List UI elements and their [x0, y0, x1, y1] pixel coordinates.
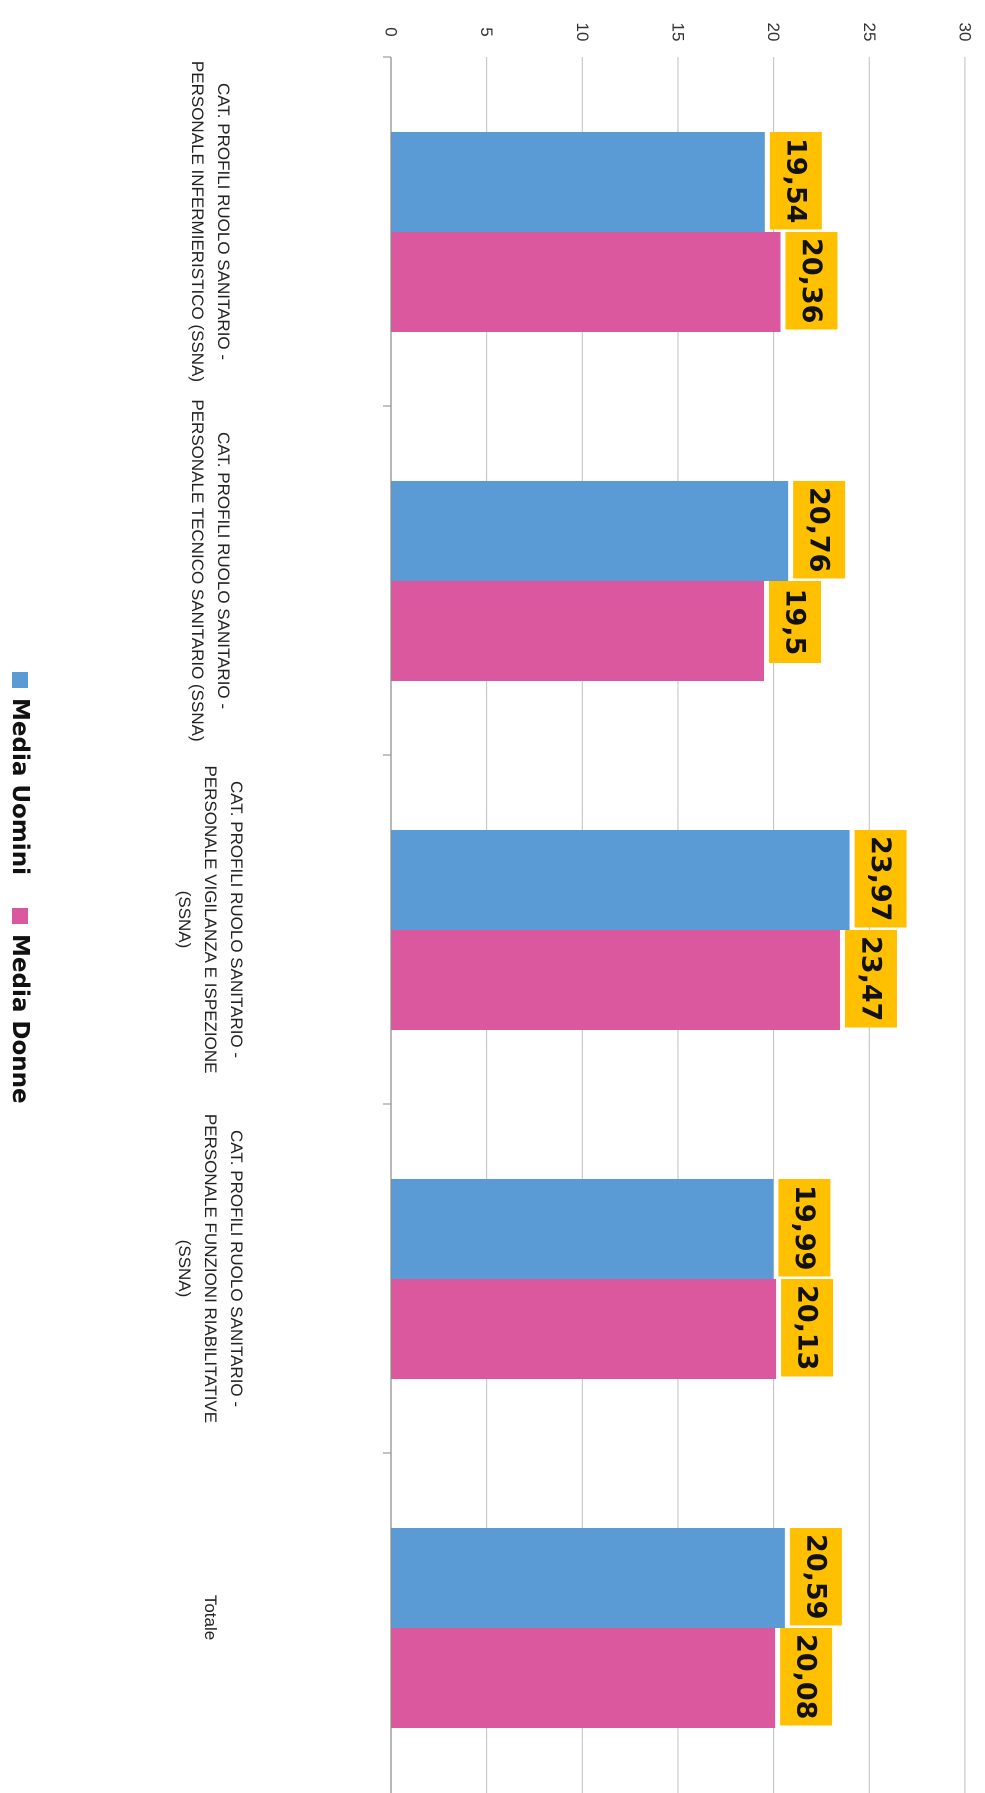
data-label-box: [778, 1179, 831, 1277]
tick-label: 10: [573, 23, 592, 42]
bar: [391, 830, 850, 930]
data-label-box: [854, 830, 907, 928]
axis: [383, 56, 392, 1793]
data-label: 20,59: [800, 1534, 831, 1619]
category-label: CAT. PROFILI RUOLO SANITARIO -PERSONALE …: [175, 1114, 246, 1423]
tick-label: 30: [955, 23, 974, 42]
data-labels: 19,54 20,36 20,76 19,5 23,97 23,47 19,99 20,13 2…: [769, 132, 907, 1726]
bar: [391, 1179, 774, 1279]
legend-label: Media Uomini: [7, 698, 33, 875]
category-label: CAT. PROFILI RUOLO SANITARIO -PERSONALE …: [175, 766, 246, 1074]
bar: [391, 930, 840, 1030]
bar: [391, 481, 789, 581]
category-label: CAT. PROFILI RUOLO SANITARIO -PERSONALE …: [188, 399, 233, 741]
bar: [391, 1279, 777, 1379]
data-label-box: [769, 581, 822, 663]
tick-label: 25: [860, 23, 879, 42]
bar: [391, 1528, 785, 1628]
data-label-box: [844, 930, 897, 1028]
data-label: 19,99: [789, 1185, 820, 1270]
data-label: 19,5: [780, 589, 811, 656]
tick-label: 5: [477, 27, 496, 36]
data-label: 23,97: [865, 836, 896, 921]
category-label: CAT. PROFILI RUOLO SANITARIO -PERSONALE …: [188, 61, 233, 382]
data-label-box: [769, 132, 822, 230]
tick-labels: 0 5 10 15 20 25 30: [382, 23, 975, 42]
bars: [391, 132, 850, 1728]
data-label-box: [793, 481, 846, 579]
legend-label: Media Donne: [7, 934, 33, 1104]
bar: [391, 581, 765, 681]
legend-swatch: [12, 672, 28, 688]
legend: Media Uomini Media Donne: [7, 672, 33, 1104]
data-label: 20,13: [792, 1285, 823, 1370]
category-label: Totale: [201, 1595, 220, 1640]
data-label-box: [785, 232, 838, 330]
tick-label: 20: [764, 23, 783, 42]
data-label: 19,54: [780, 138, 811, 223]
bar: [391, 1628, 776, 1728]
data-label: 20,08: [791, 1634, 822, 1719]
legend-swatch: [12, 908, 28, 924]
data-label: 23,47: [855, 936, 886, 1021]
data-label-box: [780, 1628, 833, 1726]
data-label-box: [781, 1279, 834, 1377]
data-label: 20,76: [804, 487, 835, 572]
bar: [391, 132, 765, 232]
tick-label: 0: [382, 27, 401, 36]
data-label: 20,36: [796, 238, 827, 323]
bar: [391, 232, 781, 332]
tick-label: 15: [668, 23, 687, 42]
category-labels: CAT. PROFILI RUOLO SANITARIO -PERSONALE …: [175, 61, 246, 1640]
data-label-box: [789, 1528, 842, 1626]
